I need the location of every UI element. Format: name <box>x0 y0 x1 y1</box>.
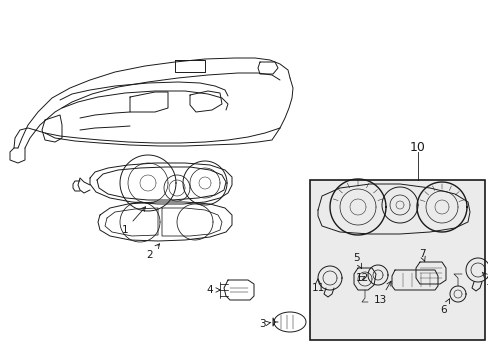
Text: 2: 2 <box>146 244 159 260</box>
Text: 13: 13 <box>373 281 390 305</box>
Text: 3: 3 <box>258 319 270 329</box>
Text: 11: 11 <box>311 279 324 293</box>
Text: 7: 7 <box>418 249 425 262</box>
Text: 4: 4 <box>206 285 220 295</box>
Text: 6: 6 <box>440 299 448 315</box>
Text: 5: 5 <box>352 253 361 269</box>
Text: 11: 11 <box>481 272 488 287</box>
Text: 10: 10 <box>409 141 425 154</box>
Text: 1: 1 <box>122 207 145 235</box>
Bar <box>309 180 484 340</box>
Text: 12: 12 <box>355 273 368 283</box>
